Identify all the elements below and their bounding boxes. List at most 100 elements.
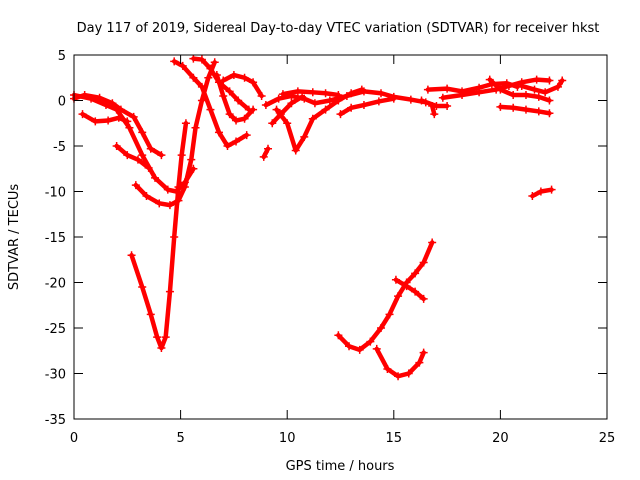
series-track-1	[70, 91, 166, 160]
data-point-marker	[212, 71, 221, 80]
data-point-marker	[417, 96, 426, 105]
data-point-marker	[181, 119, 190, 128]
series-trace	[338, 96, 397, 117]
data-point-marker	[321, 89, 330, 98]
data-point-marker	[112, 105, 121, 114]
data-point-marker	[234, 96, 243, 105]
data-point-marker	[428, 101, 437, 110]
data-point-marker	[146, 310, 155, 319]
data-point-marker	[153, 333, 162, 342]
data-point-marker	[223, 142, 232, 150]
data-point-marker	[191, 123, 200, 132]
data-point-marker	[257, 91, 266, 100]
data-point-marker	[300, 132, 309, 141]
data-point-marker	[389, 94, 398, 103]
data-point-marker	[517, 81, 526, 90]
data-point-marker	[443, 84, 452, 93]
x-tick-label: 10	[279, 431, 296, 446]
data-point-marker	[170, 57, 179, 66]
data-point-marker	[165, 287, 174, 296]
data-point-marker	[274, 94, 283, 103]
data-point-marker	[268, 119, 277, 128]
data-point-marker	[359, 87, 368, 96]
data-point-marker	[383, 364, 392, 373]
data-point-marker	[163, 185, 172, 194]
series-track-27	[372, 344, 428, 381]
data-point-marker	[545, 96, 554, 105]
data-point-marker	[264, 144, 273, 153]
y-tick-label: -25	[45, 322, 66, 337]
data-point-marker	[291, 146, 300, 155]
data-point-marker	[170, 233, 179, 241]
data-point-marker	[415, 358, 424, 367]
data-point-marker	[78, 110, 87, 119]
data-point-marker	[536, 187, 545, 196]
data-point-marker	[419, 258, 428, 267]
y-axis-label: SDTVAR / TECUs	[7, 184, 22, 291]
data-point-marker	[114, 113, 123, 122]
data-point-marker	[325, 96, 334, 105]
data-point-marker	[374, 97, 383, 106]
series-track-11	[259, 144, 273, 161]
data-point-marker	[91, 117, 100, 126]
data-point-marker	[232, 137, 241, 146]
data-point-marker	[547, 185, 556, 194]
data-point-marker	[206, 64, 215, 73]
data-point-marker	[142, 192, 151, 201]
data-point-marker	[219, 91, 228, 100]
series-track-17	[417, 96, 452, 110]
y-tick-label: -5	[53, 140, 66, 155]
x-axis-label: GPS time / hours	[286, 459, 395, 474]
series-track-6	[127, 119, 190, 353]
y-tick-label: 0	[58, 95, 66, 110]
data-point-marker	[377, 89, 386, 98]
series-track-10	[212, 71, 258, 125]
data-point-marker	[197, 82, 206, 91]
data-point-marker	[225, 110, 234, 119]
data-point-marker	[521, 91, 530, 100]
data-point-marker	[394, 372, 403, 381]
data-point-marker	[138, 283, 147, 292]
data-point-marker	[138, 151, 147, 160]
data-point-marker	[496, 102, 505, 111]
data-point-marker	[87, 94, 96, 103]
x-axis: 0 5 10 15 20 25	[70, 55, 615, 446]
series-trace	[270, 94, 305, 126]
x-tick-label: 25	[599, 431, 616, 446]
data-point-marker	[342, 91, 351, 100]
series-track-23	[517, 76, 567, 97]
data-point-marker	[347, 103, 356, 112]
data-point-marker	[155, 199, 164, 208]
data-point-marker	[385, 310, 394, 319]
data-point-marker	[534, 92, 543, 101]
data-point-marker	[125, 123, 134, 132]
data-point-marker	[189, 54, 198, 63]
data-point-marker	[558, 76, 567, 85]
data-point-marker	[161, 333, 170, 342]
data-point-marker	[334, 331, 343, 340]
data-point-marker	[259, 152, 268, 161]
data-point-marker	[249, 78, 258, 87]
data-point-marker	[438, 93, 447, 102]
data-point-marker	[530, 85, 539, 94]
series-trace	[114, 143, 151, 171]
data-point-marker	[112, 142, 121, 150]
data-point-marker	[336, 110, 345, 119]
data-point-marker	[532, 75, 541, 84]
data-point-marker	[214, 128, 223, 137]
data-point-marker	[545, 76, 554, 85]
data-point-marker	[189, 73, 198, 82]
data-point-marker	[283, 119, 292, 128]
series-trace	[393, 277, 426, 302]
data-point-marker	[377, 324, 386, 332]
series-trace	[129, 121, 189, 351]
data-point-marker	[372, 344, 381, 353]
data-point-marker	[278, 90, 287, 99]
data-point-marker	[308, 114, 317, 123]
data-point-marker	[144, 163, 153, 172]
series-track-3	[78, 110, 132, 126]
data-point-marker	[504, 81, 513, 90]
data-point-marker	[334, 91, 343, 100]
data-point-marker	[261, 101, 270, 110]
series-track-18	[428, 101, 439, 119]
